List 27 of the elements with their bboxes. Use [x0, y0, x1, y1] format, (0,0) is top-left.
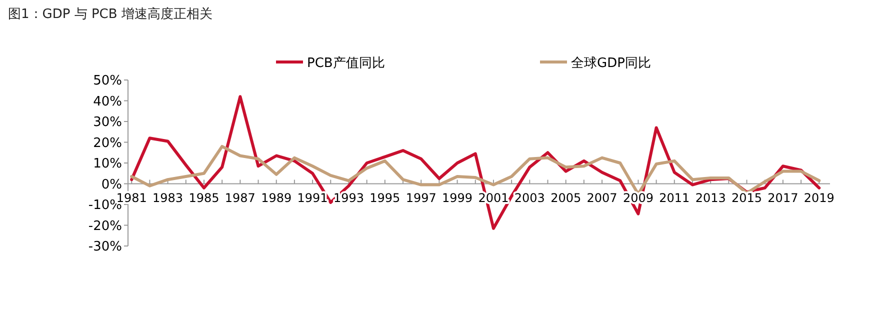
y-tick-label: 40% [93, 94, 122, 110]
x-tick-label: 1991 [297, 190, 328, 205]
x-tick-label: 2017 [768, 190, 798, 205]
x-tick-label: 2013 [695, 190, 726, 205]
y-tick-label: 10% [93, 156, 122, 172]
chart-title: 图1：GDP 与 PCB 增速高度正相关 [8, 6, 212, 22]
x-tick-label: 1983 [152, 190, 184, 205]
legend-label: 全球GDP同比 [571, 56, 651, 71]
legend-label: PCB产值同比 [307, 56, 385, 71]
x-tick-label: 1997 [406, 190, 436, 205]
x-tick-label: 2015 [732, 190, 762, 205]
x-tick-label: 1999 [442, 190, 473, 205]
x-tick-label: 1989 [261, 190, 292, 205]
x-tick-label: 2003 [514, 190, 545, 205]
x-tick-label: 2007 [586, 190, 618, 205]
y-tick-label: 20% [93, 136, 122, 151]
x-tick-label: 1987 [224, 190, 256, 205]
y-tick-label: 0% [101, 177, 122, 192]
y-tick-label: 50% [93, 74, 122, 88]
x-tick-label: 2011 [659, 190, 690, 205]
x-tick-label: 2005 [550, 190, 582, 205]
x-tick-label: 1995 [370, 190, 400, 205]
y-tick-label: 30% [93, 115, 122, 130]
x-tick-label: 1985 [188, 190, 220, 205]
y-tick-label: -30% [88, 240, 122, 254]
x-tick-label: 2019 [804, 190, 834, 205]
y-tick-label: -20% [88, 218, 122, 234]
